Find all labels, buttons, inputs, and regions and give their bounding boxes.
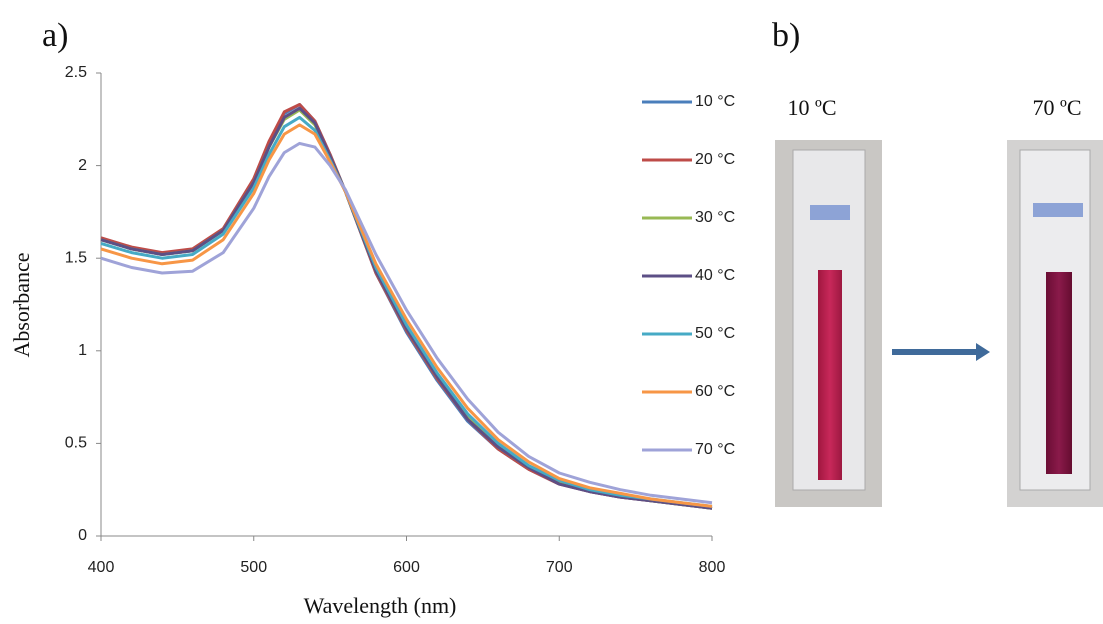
x-tick-label: 400	[88, 559, 115, 576]
y-axis-label: Absorbance	[9, 252, 34, 357]
y-tick-label: 2	[78, 157, 87, 174]
photo-label: 10 ºC	[788, 95, 837, 120]
panel-label: a)	[42, 17, 68, 54]
legend-label: 50 °C	[695, 325, 735, 342]
photo-label: 70 ºC	[1033, 95, 1082, 120]
legend-label: 60 °C	[695, 383, 735, 400]
series-line	[100, 141, 713, 505]
legend-label: 20 °C	[695, 151, 735, 168]
series-line	[100, 123, 713, 508]
legend-label: 10 °C	[695, 93, 735, 110]
photo	[775, 140, 882, 507]
y-tick-label: 2.5	[65, 64, 87, 81]
legend-label: 40 °C	[695, 267, 735, 284]
panel-label: b)	[772, 17, 800, 54]
series-line	[100, 103, 713, 510]
y-tick-label: 1.5	[65, 249, 87, 266]
legend-label: 30 °C	[695, 209, 735, 226]
x-tick-label: 800	[699, 559, 726, 576]
x-axis-label: Wavelength (nm)	[304, 593, 457, 618]
x-tick-label: 500	[240, 559, 267, 576]
y-tick-label: 0.5	[65, 435, 87, 452]
x-tick-label: 700	[546, 559, 573, 576]
legend-label: 70 °C	[695, 441, 735, 458]
y-tick-label: 1	[78, 342, 87, 359]
x-tick-label: 600	[393, 559, 420, 576]
y-tick-label: 0	[78, 527, 87, 544]
arrow	[892, 343, 990, 361]
series-line	[100, 103, 713, 510]
photo	[1007, 140, 1103, 507]
